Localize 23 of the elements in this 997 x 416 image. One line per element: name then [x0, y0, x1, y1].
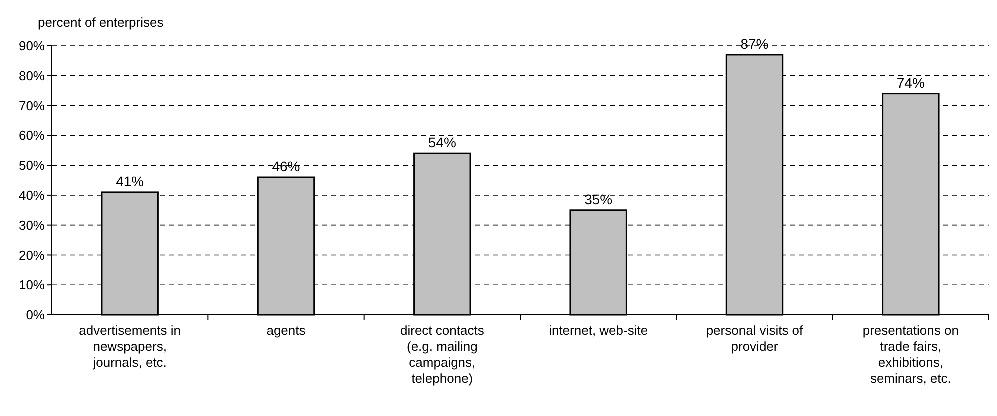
data-label: 54%	[428, 134, 456, 151]
y-tick-label: 70%	[18, 98, 46, 114]
x-tick-label: advertisements in newspapers, journals, etc.	[79, 323, 182, 370]
x-tick-label: presentations on trade fairs, exhibitions, seminars, etc.	[862, 323, 959, 386]
y-tick-label: 30%	[18, 218, 46, 233]
y-tick-label: 0%	[26, 308, 46, 323]
data-label: 87%	[740, 36, 769, 52]
x-tick-label: internet, web-site	[549, 323, 648, 338]
data-label: 46%	[272, 158, 300, 175]
y-tick-label: 40%	[18, 188, 46, 203]
data-label: 41%	[116, 173, 144, 190]
x-tick-label: agents	[266, 323, 306, 338]
y-tick-label: 10%	[18, 278, 46, 293]
y-tick-label: 60%	[18, 128, 46, 144]
data-label: 35%	[584, 191, 613, 208]
y-tick-label: 90%	[18, 38, 46, 54]
x-tick-label: direct contacts (e.g. mailing campaigns, telephone)	[400, 323, 485, 386]
y-tick-label: 50%	[18, 158, 46, 174]
data-label: 74%	[896, 74, 925, 91]
x-tick-label: personal visits of provider	[706, 323, 804, 354]
y-tick-label: 20%	[18, 248, 46, 263]
y-tick-label: 80%	[18, 68, 46, 84]
y-axis-title: percent of enterprises	[38, 15, 164, 30]
